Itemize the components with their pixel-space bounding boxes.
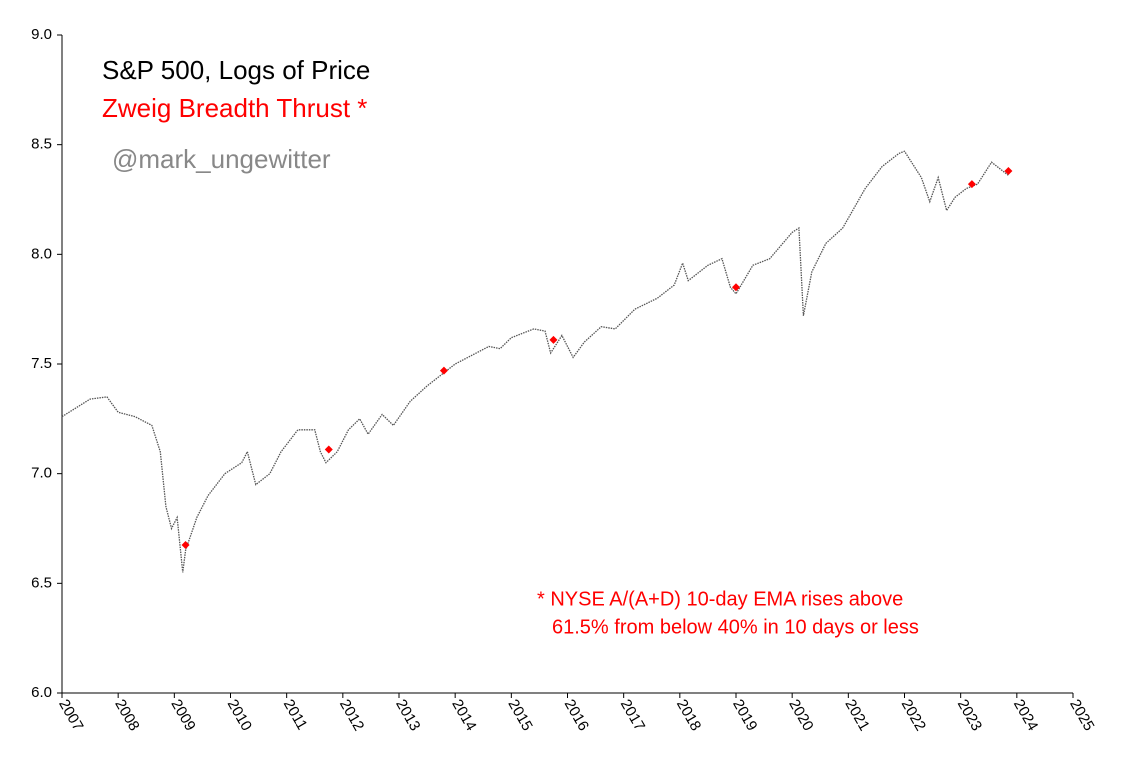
chart-title: S&P 500, Logs of Price (102, 55, 370, 85)
thrust-marker (324, 445, 333, 454)
x-tick-label: 2024 (1010, 696, 1041, 733)
y-tick-label: 7.5 (31, 355, 52, 372)
x-tick-label: 2014 (448, 696, 479, 733)
y-tick-label: 7.0 (31, 465, 52, 482)
x-tick-label: 2025 (1066, 696, 1097, 733)
x-tick-label: 2022 (898, 696, 929, 733)
y-tick-label: 8.5 (31, 136, 52, 153)
x-tick-label: 2016 (561, 696, 592, 733)
x-tick-label: 2023 (954, 696, 985, 733)
chart-subtitle: Zweig Breadth Thrust * (102, 93, 367, 123)
x-tick-label: 2012 (336, 696, 367, 733)
x-tick-label: 2011 (280, 696, 311, 732)
thrust-marker (181, 540, 190, 549)
x-tick-label: 2015 (504, 696, 535, 733)
x-tick-label: 2021 (841, 696, 872, 733)
x-tick-label: 2013 (392, 696, 423, 733)
annotation: * NYSE A/(A+D) 10-day EMA rises above (537, 588, 903, 610)
thrust-marker (732, 283, 740, 292)
y-tick-label: 8.0 (31, 245, 52, 262)
x-tick-label: 2007 (55, 696, 86, 733)
y-tick-label: 6.5 (31, 574, 52, 591)
thrust-marker (439, 366, 448, 375)
thrust-marker (1004, 166, 1013, 175)
x-tick-label: 2010 (224, 696, 255, 733)
x-tick-label: 2019 (729, 696, 760, 733)
x-tick-label: 2008 (111, 696, 142, 733)
thrust-marker (967, 180, 976, 189)
annotation: 61.5% from below 40% in 10 days or less (552, 616, 919, 638)
thrust-marker (549, 335, 558, 344)
x-tick-label: 2020 (785, 696, 816, 733)
x-tick-label: 2018 (673, 696, 704, 733)
y-tick-label: 6.0 (31, 684, 52, 701)
credit: @mark_ungewitter (112, 144, 331, 174)
x-tick-label: 2017 (617, 696, 648, 733)
x-tick-label: 2009 (167, 696, 198, 733)
y-tick-label: 9.0 (31, 26, 52, 43)
price-line (61, 150, 1009, 573)
